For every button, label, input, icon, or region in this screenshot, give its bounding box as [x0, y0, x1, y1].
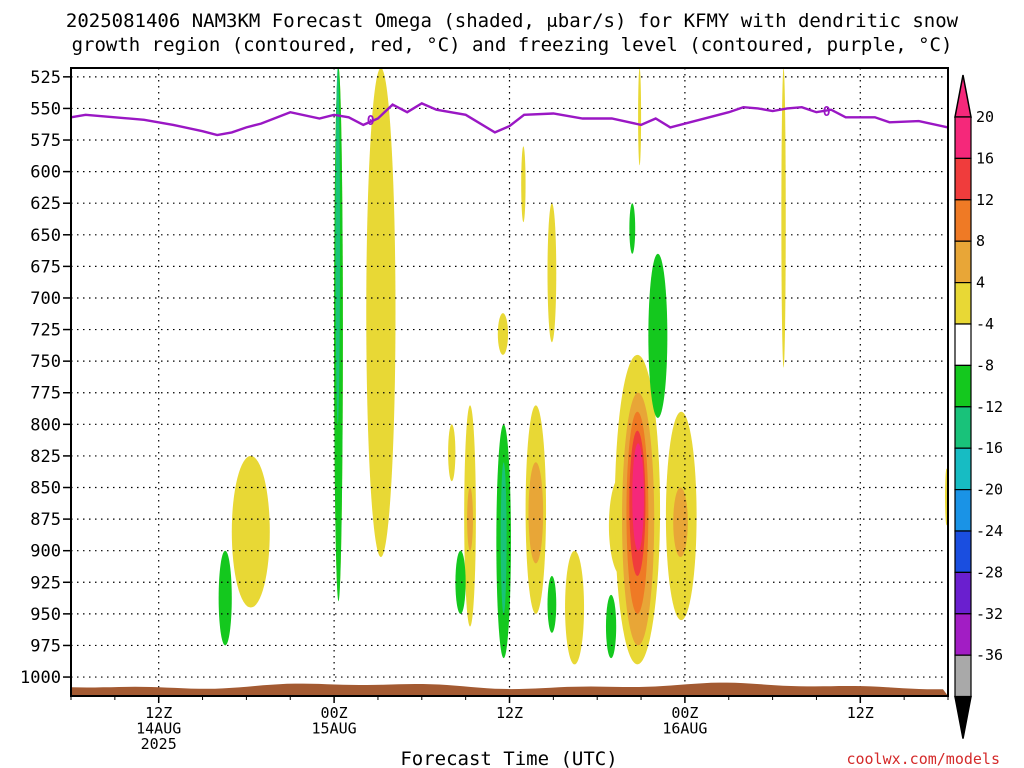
- colorbar-label-12: -32: [976, 605, 1003, 623]
- colorbar-segment-2: [954, 199, 972, 242]
- y-tick-label-900: 900: [30, 542, 61, 562]
- colorbar-label-7: -12: [976, 398, 1003, 416]
- x-tick-label-24-1: 15AUG: [312, 720, 357, 738]
- omega-region-6: [448, 424, 456, 482]
- y-tick-label-650: 650: [30, 226, 61, 246]
- omega-region-5: [218, 550, 232, 646]
- colorbar-label-5: -4: [976, 315, 994, 333]
- freezing-level-contour: [70, 102, 949, 137]
- omega-region-15: [528, 462, 544, 564]
- colorbar-label-9: -20: [976, 481, 1003, 499]
- colorbar-label-0: 20: [976, 108, 994, 126]
- colorbar-label-10: -24: [976, 522, 1003, 540]
- terrain-surface: [71, 682, 948, 696]
- y-tick-label-925: 925: [30, 573, 61, 593]
- colorbar-segment-6: [954, 364, 972, 408]
- omega-region-4: [231, 455, 270, 608]
- omega-region-17: [547, 575, 557, 633]
- freezing-level-label-1: 0: [823, 105, 831, 120]
- x-tick-label-24-0: 00Z: [321, 704, 348, 722]
- colorbar-label-4: 4: [976, 274, 985, 292]
- colorbar-label-3: 8: [976, 232, 985, 250]
- x-tick-label-12-0: 12Z: [145, 704, 172, 722]
- y-tick-label-850: 850: [30, 479, 61, 499]
- y-tick-label-775: 775: [30, 384, 61, 404]
- freezing-level-labels: 00: [367, 105, 831, 129]
- colorbar-label-11: -28: [976, 563, 1003, 581]
- colorbar-label-1: 16: [976, 149, 994, 167]
- omega-region-18: [565, 550, 585, 665]
- colorbar-top-arrow: [954, 74, 972, 118]
- colorbar-label-8: -16: [976, 439, 1003, 457]
- colorbar: 20 16 12 8 4 -4 -8 -12 -16 -20 -24 -28 -32 -36: [954, 74, 1003, 739]
- omega-region-3: [366, 68, 396, 558]
- colorbar-segment-11: [954, 571, 972, 615]
- colorbar-segment-7: [954, 406, 972, 449]
- y-tick-label-575: 575: [30, 131, 61, 151]
- y-tick-label-825: 825: [30, 447, 61, 467]
- omega-region-30: [673, 487, 688, 558]
- omega-region-26: [629, 203, 636, 254]
- grid-lines: [71, 68, 948, 696]
- credit-text: coolwx.com/models: [846, 750, 1000, 768]
- y-tick-label-750: 750: [30, 352, 61, 372]
- colorbar-segment-0: [954, 116, 972, 160]
- y-tick-label-875: 875: [30, 510, 61, 530]
- x-axis-title: Forecast Time (UTC): [400, 748, 617, 768]
- colorbar-segment-13: [954, 654, 972, 698]
- omega-region-13: [521, 146, 526, 223]
- x-tick-label-12-1: 14AUG: [136, 720, 181, 738]
- omega-region-27: [638, 68, 642, 166]
- omega-region-31: [781, 68, 786, 368]
- freezing-level-label-0: 0: [367, 114, 375, 129]
- y-tick-label-525: 525: [30, 68, 61, 88]
- colorbar-segment-1: [954, 157, 972, 201]
- y-tick-label-700: 700: [30, 289, 61, 309]
- y-tick-label-600: 600: [30, 163, 61, 183]
- y-tick-label-1000: 1000: [20, 668, 61, 688]
- colorbar-segment-8: [954, 447, 972, 491]
- y-tick-label-800: 800: [30, 415, 61, 435]
- y-tick-label-625: 625: [30, 194, 61, 214]
- y-tick-label-725: 725: [30, 321, 61, 341]
- x-tick-label-36-0: 12Z: [496, 704, 523, 722]
- y-tick-label-550: 550: [30, 99, 61, 119]
- omega-region-12: [497, 313, 509, 355]
- y-axis: 525 550 575 600 625 650 675 700 725 750 775 800 825 8…: [20, 68, 71, 688]
- colorbar-segment-5: [954, 323, 972, 367]
- x-tick-label-48-0: 00Z: [671, 704, 698, 722]
- colorbar-label-2: 12: [976, 191, 994, 209]
- x-tick-label-12-2: 2025: [141, 735, 177, 753]
- y-tick-label-975: 975: [30, 636, 61, 656]
- x-tick-label-48-1: 16AUG: [662, 720, 707, 738]
- chart-title-line-1: 2025081406 NAM3KM Forecast Omega (shaded…: [66, 10, 959, 32]
- omega-region-25: [632, 443, 644, 551]
- omega-region-8: [467, 487, 473, 551]
- colorbar-segment-10: [954, 530, 972, 574]
- colorbar-segment-3: [954, 240, 972, 284]
- y-tick-label-675: 675: [30, 257, 61, 277]
- y-tick-label-950: 950: [30, 605, 61, 625]
- colorbar-segment-12: [954, 613, 972, 656]
- omega-region-9: [455, 550, 466, 614]
- x-tick-label-60-0: 12Z: [847, 704, 874, 722]
- chart-title-line-2: growth region (contoured, red, °C) and f…: [72, 34, 953, 56]
- colorbar-label-13: -36: [976, 646, 1003, 664]
- colorbar-segment-4: [954, 282, 972, 325]
- colorbar-segment-9: [954, 489, 972, 532]
- omega-region-20: [605, 594, 617, 659]
- omega-region-28: [648, 253, 668, 419]
- omega-region-16: [547, 203, 557, 343]
- colorbar-bottom-arrow: [954, 695, 972, 739]
- colorbar-label-6: -8: [976, 356, 994, 374]
- omega-region-11: [500, 462, 507, 614]
- omega-region-2: [335, 68, 340, 425]
